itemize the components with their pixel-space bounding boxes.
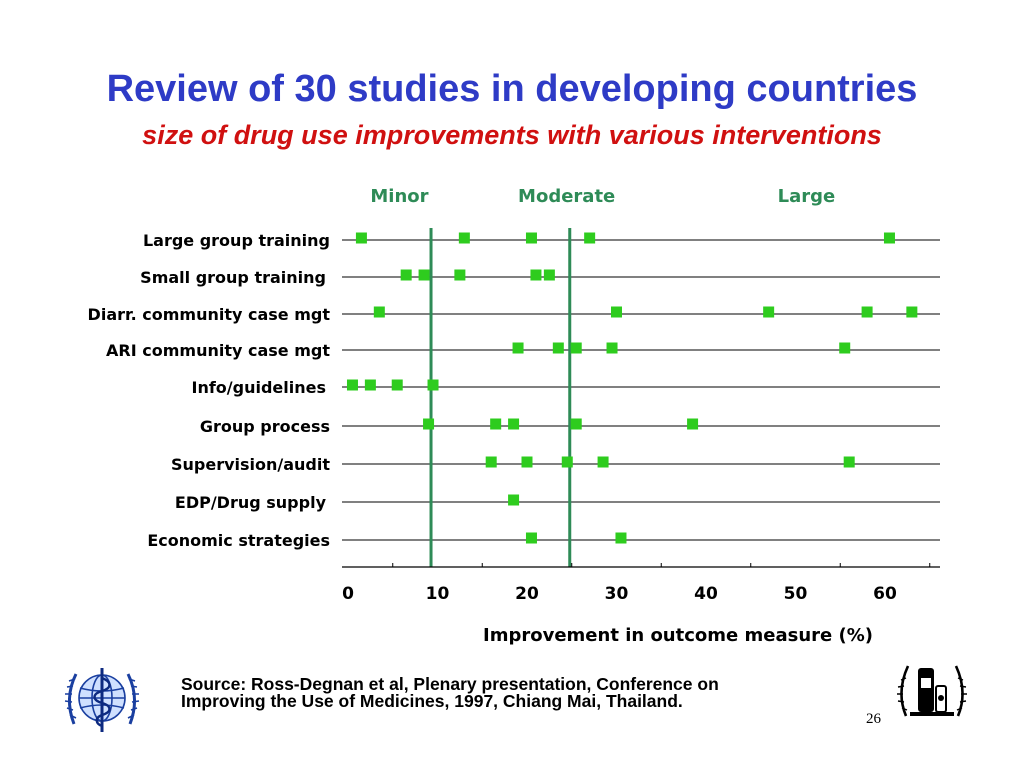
page-number: 26 bbox=[866, 711, 881, 727]
category-label: Diarr. community case mgt bbox=[88, 305, 331, 324]
data-point bbox=[906, 306, 918, 318]
data-point bbox=[346, 379, 358, 391]
x-tick-label: 20 bbox=[515, 584, 539, 604]
data-point bbox=[454, 269, 466, 281]
x-tick-label: 30 bbox=[605, 584, 629, 604]
band-labels: Minor Moderate Large bbox=[370, 186, 835, 207]
source-citation: Source: Ross-Degnan et al, Plenary prese… bbox=[181, 674, 901, 711]
category-labels: Large group training Small group training… bbox=[88, 231, 331, 550]
data-point bbox=[552, 342, 564, 354]
slide-title: Review of 30 studies in developing count… bbox=[106, 68, 918, 110]
category-label: ARI community case mgt bbox=[106, 341, 330, 360]
data-point bbox=[355, 232, 367, 244]
data-point bbox=[843, 456, 855, 468]
data-point bbox=[530, 269, 542, 281]
data-point bbox=[606, 342, 618, 354]
x-axis: 0 10 20 30 40 50 60 bbox=[342, 563, 940, 604]
category-label: Info/guidelines bbox=[191, 378, 326, 397]
who-emblem-icon bbox=[64, 668, 140, 732]
band-label-large: Large bbox=[778, 186, 836, 207]
x-tick-label: 0 bbox=[342, 584, 354, 604]
slide-subtitle: size of drug use improvements with vario… bbox=[142, 120, 882, 150]
category-label: Large group training bbox=[143, 231, 330, 250]
category-label: Supervision/audit bbox=[171, 455, 330, 474]
data-point bbox=[364, 379, 376, 391]
data-point bbox=[525, 532, 537, 544]
data-point bbox=[570, 418, 582, 430]
category-label: Small group training bbox=[140, 268, 326, 287]
data-point bbox=[512, 342, 524, 354]
category-label: Group process bbox=[200, 417, 330, 436]
data-point bbox=[508, 418, 520, 430]
data-point bbox=[458, 232, 470, 244]
data-point bbox=[427, 379, 439, 391]
band-label-moderate: Moderate bbox=[518, 186, 615, 207]
data-point bbox=[485, 456, 497, 468]
data-point bbox=[400, 269, 412, 281]
data-point bbox=[525, 232, 537, 244]
data-point bbox=[543, 269, 555, 281]
data-point bbox=[687, 418, 699, 430]
data-point bbox=[373, 306, 385, 318]
data-point bbox=[423, 418, 435, 430]
x-axis-title: Improvement in outcome measure (%) bbox=[483, 625, 873, 646]
x-tick-label: 10 bbox=[426, 584, 450, 604]
x-tick-label: 50 bbox=[784, 584, 808, 604]
data-point bbox=[584, 232, 596, 244]
data-point bbox=[561, 456, 573, 468]
source-line-1: Source: Ross-Degnan et al, Plenary prese… bbox=[181, 674, 719, 694]
data-point bbox=[521, 456, 533, 468]
threshold-lines bbox=[429, 228, 572, 567]
data-point bbox=[763, 306, 775, 318]
data-point bbox=[615, 532, 627, 544]
conference-emblem-icon bbox=[897, 665, 967, 717]
data-points bbox=[346, 232, 918, 544]
data-point bbox=[883, 232, 895, 244]
data-point bbox=[597, 456, 609, 468]
x-tick-label: 40 bbox=[694, 584, 718, 604]
data-point bbox=[839, 342, 851, 354]
category-label: EDP/Drug supply bbox=[175, 493, 327, 512]
data-point bbox=[508, 494, 520, 506]
band-label-minor: Minor bbox=[370, 186, 428, 207]
data-point bbox=[611, 306, 622, 318]
data-point bbox=[861, 306, 873, 318]
data-point bbox=[490, 418, 502, 430]
source-line-2: Improving the Use of Medicines, 1997, Ch… bbox=[181, 691, 683, 711]
category-label: Economic strategies bbox=[147, 531, 330, 550]
gridlines bbox=[342, 239, 940, 541]
data-point bbox=[391, 379, 403, 391]
x-tick-label: 60 bbox=[873, 584, 897, 604]
data-point bbox=[570, 342, 582, 354]
data-point bbox=[418, 269, 430, 281]
